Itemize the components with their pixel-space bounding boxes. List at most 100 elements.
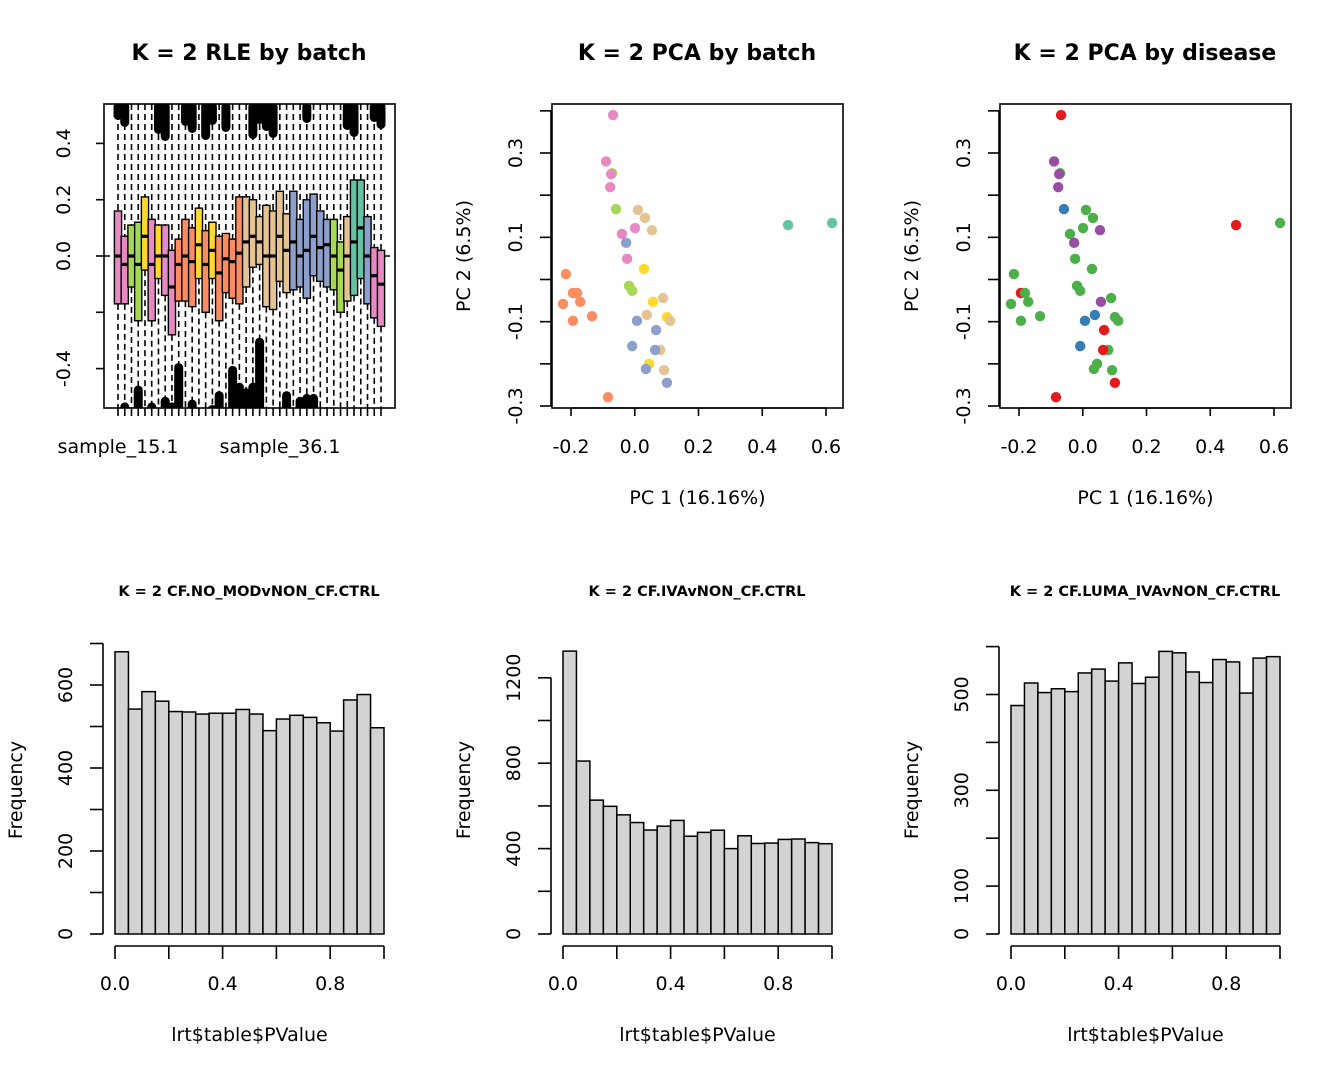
chart-title: K = 2 PCA by disease (1014, 41, 1277, 66)
histogram-bar (1225, 661, 1241, 935)
pca-batch-panel: K = 2 PCA by batch -0.2 0.0 0.2 0.4 0.6 -0.3 -0… (453, 41, 844, 509)
histogram-bar (1131, 682, 1147, 935)
histogram-bar (181, 711, 197, 935)
lower-outliers (187, 399, 197, 408)
data-point (605, 181, 616, 193)
x-tick-label: 0.0 (1068, 436, 1098, 458)
x-axis-label: lrt$table$PValue (619, 1024, 775, 1046)
data-point (1034, 310, 1046, 322)
histogram-bar (777, 838, 793, 935)
hist-iva-panel: K = 2 CF.IVAvNON_CF.CTRL 0 400 800 1200 0.0 0.… (453, 584, 833, 1046)
x-tick-label: 0.4 (1195, 436, 1225, 458)
data-point (658, 364, 670, 376)
histogram-bar (1037, 691, 1053, 935)
histogram-bar (221, 712, 237, 935)
histogram-bar (235, 708, 251, 935)
data-point (647, 296, 659, 308)
data-point (1058, 203, 1070, 215)
data-point (1098, 324, 1110, 336)
y-tick-label: 400 (55, 750, 77, 786)
y-tick-label: 400 (503, 830, 525, 866)
data-point (1053, 181, 1064, 193)
histogram-bar (602, 805, 618, 935)
y-axis-label: PC 2 (6.5%) (901, 200, 923, 312)
x-axis-label: PC 1 (16.16%) (1077, 487, 1213, 509)
histogram-bar (114, 651, 130, 935)
histogram-bar (575, 760, 591, 935)
histogram-bar (629, 821, 645, 935)
histogram-bar (289, 714, 305, 935)
histogram-bar (562, 650, 578, 935)
data-point (627, 285, 638, 297)
data-point (1053, 168, 1065, 180)
data-point (664, 315, 676, 327)
histogram-bar (710, 829, 726, 935)
histogram-bar (750, 842, 766, 935)
histogram-bar (790, 838, 806, 935)
data-point (1080, 204, 1092, 216)
plot-frame (551, 103, 844, 409)
chart-title: K = 2 PCA by batch (578, 41, 816, 66)
data-point (560, 268, 572, 280)
data-point (661, 377, 673, 389)
histogram-bar (804, 841, 820, 935)
data-point (586, 310, 598, 322)
data-point (638, 263, 650, 275)
y-tick-label: 0.3 (953, 138, 975, 168)
x-tick-label: 0.6 (1259, 436, 1289, 458)
x-tick-label: 0.4 (207, 973, 237, 995)
x-axis-label: PC 1 (16.16%) (629, 487, 765, 509)
box (133, 221, 143, 322)
y-tick-label: 0 (55, 928, 77, 940)
y-tick-label: 0 (503, 928, 525, 940)
histogram-bar (1198, 681, 1214, 935)
data-point (1005, 298, 1017, 310)
upper-outliers (221, 104, 231, 132)
histogram-bar (342, 699, 358, 935)
data-point (657, 292, 669, 304)
y-tick-label: -0.4 (53, 350, 75, 387)
lower-outliers (174, 362, 184, 408)
y-tick-label: 100 (951, 868, 973, 904)
x-tick-label: 0.2 (1131, 436, 1161, 458)
histogram-bar (1171, 652, 1187, 935)
y-tick-label: -0.1 (953, 303, 975, 340)
x-tick-label: 0.4 (655, 973, 685, 995)
x-tick-label: -0.2 (1000, 436, 1037, 458)
x-tick-label: 0.8 (1211, 973, 1241, 995)
histogram-bar (248, 713, 264, 935)
x-tick-label: 0.2 (683, 436, 713, 458)
hist-luma-panel: K = 2 CF.LUMA_IVAvNON_CF.CTRL 0 100 300 500 0… (901, 584, 1281, 1046)
x-tick-label: 0.8 (315, 973, 345, 995)
plot-frame (999, 103, 1292, 409)
histogram-bar (302, 716, 318, 935)
histogram-bar (1023, 682, 1039, 935)
data-point (1089, 309, 1101, 321)
data-point (1055, 109, 1067, 121)
histogram-bar (275, 718, 291, 935)
lower-outliers (214, 391, 224, 408)
data-point (1088, 363, 1100, 375)
data-point (1106, 364, 1118, 376)
data-point (1068, 237, 1080, 249)
histogram-bar (316, 722, 331, 935)
data-point (1094, 224, 1106, 236)
histogram-bar (656, 825, 672, 935)
x-tick-label: 0.8 (763, 973, 793, 995)
data-point (1095, 296, 1107, 308)
data-point (610, 203, 622, 215)
data-point (1023, 296, 1034, 308)
lower-outliers (147, 402, 157, 408)
y-tick-label: -0.1 (505, 303, 527, 340)
y-tick-label: 0.1 (505, 222, 527, 252)
upper-outliers (376, 104, 386, 129)
x-tick-label: 0.4 (1103, 973, 1133, 995)
data-point (1019, 287, 1031, 299)
data-point (1075, 340, 1086, 352)
data-point (1015, 315, 1027, 327)
data-point (575, 296, 586, 308)
y-axis-label: Frequency (453, 741, 475, 839)
y-tick-label: 0 (951, 928, 973, 940)
rle-panel: K = 2 RLE by batch -0.4 0.0 0.2 0.4 sample_15… (53, 41, 396, 458)
